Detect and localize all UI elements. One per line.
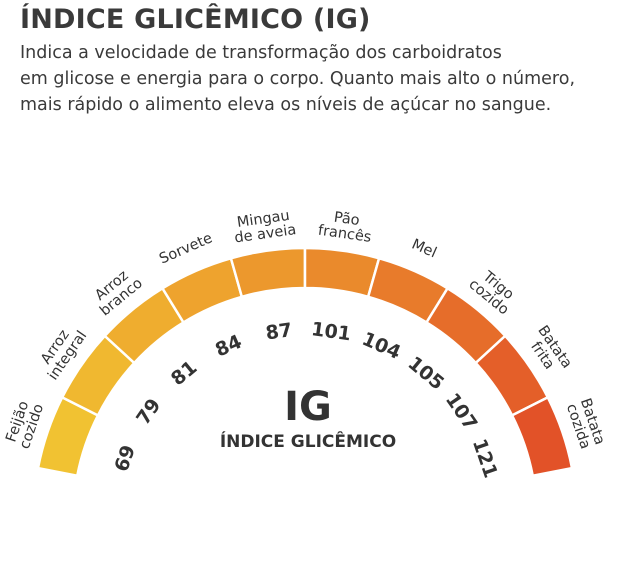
gauge-food-label: Mingaude aveia: [231, 207, 297, 246]
gauge-value: 69: [111, 442, 140, 474]
description: Indica a velocidade de transformação dos…: [20, 40, 620, 118]
gauge-value: 107: [441, 389, 482, 434]
gauge-food-label-line: Mel: [409, 237, 439, 262]
gauge-food-label-line: Mingau: [236, 208, 291, 231]
gauge-food-label: Batatacozida: [563, 396, 608, 451]
gauge-food-label: Feijãocozido: [3, 397, 47, 451]
gauge-value: 104: [359, 328, 404, 364]
description-line: em glicose e energia para o corpo. Quant…: [20, 69, 576, 89]
description-line: Indica a velocidade de transformação dos…: [20, 43, 502, 63]
gauge-value: 105: [404, 352, 449, 394]
gauge-value: 101: [310, 318, 352, 345]
gauge-segment: [303, 246, 381, 299]
gauge-food-label-line: Sorvete: [157, 230, 215, 267]
gauge-segments: [36, 246, 574, 478]
gauge-food-label-line: francês: [317, 223, 372, 246]
gauge-value: 84: [212, 331, 245, 362]
gauge-segment: [510, 395, 574, 478]
page-title: ÍNDICE GLICÊMICO (IG): [20, 4, 371, 35]
gauge-food-label: Mel: [409, 237, 439, 262]
description-line: mais rápido o alimento eleva os níveis d…: [20, 95, 552, 115]
gauge-value: 87: [264, 319, 293, 344]
gauge-value: 81: [167, 356, 201, 390]
gauge-food-label: Sorvete: [157, 230, 215, 267]
gauge-center-title: IG: [284, 384, 332, 430]
gauge-value: 121: [468, 436, 502, 481]
gauge-food-label: Pãofrancês: [317, 208, 374, 246]
gauge-segment: [229, 246, 307, 299]
gauge-food-label-line: Pão: [333, 210, 361, 229]
gauge-value: 79: [132, 395, 165, 429]
gauge-center-subtitle: ÍNDICE GLICÊMICO: [220, 430, 396, 452]
